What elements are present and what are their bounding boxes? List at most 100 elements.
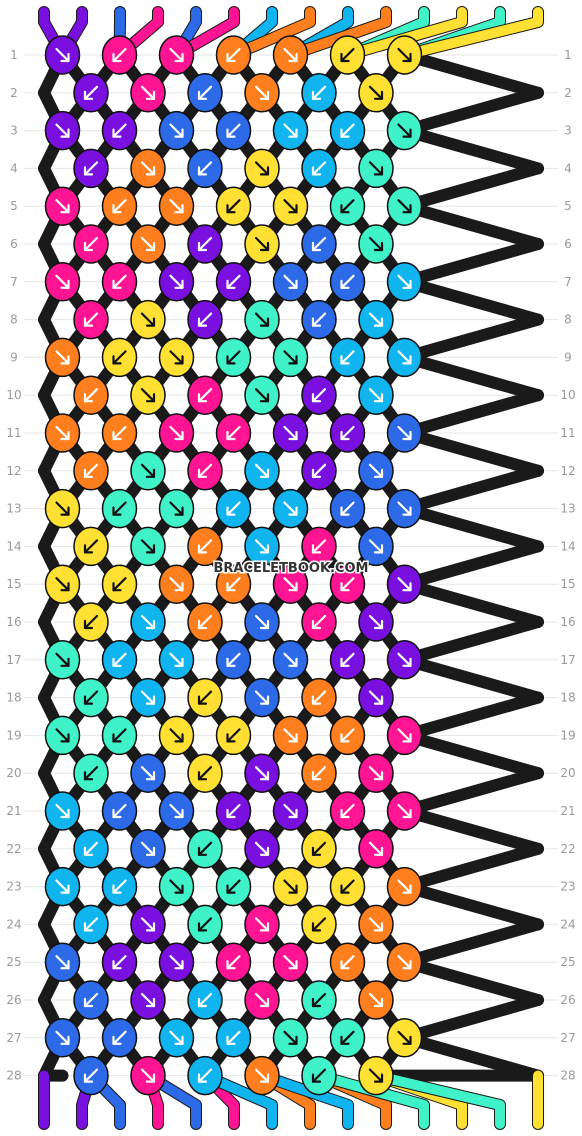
knot bbox=[187, 602, 223, 642]
arrow-head bbox=[340, 884, 350, 894]
knot bbox=[158, 262, 195, 302]
arrow-head bbox=[288, 657, 298, 667]
arrow-head bbox=[311, 695, 322, 705]
row-label-right: 10 bbox=[560, 388, 575, 402]
row-label-left: 6 bbox=[10, 237, 18, 251]
arrow-head bbox=[311, 997, 322, 1008]
arrow-down-right-icon bbox=[169, 425, 184, 441]
knot bbox=[130, 224, 166, 264]
knot bbox=[44, 262, 81, 302]
arrow-down-right-icon bbox=[368, 690, 384, 705]
arrow-head bbox=[112, 808, 122, 819]
arrow-down-right-icon bbox=[368, 388, 384, 403]
knot bbox=[158, 791, 195, 831]
knot bbox=[187, 1055, 223, 1096]
knot bbox=[386, 715, 423, 756]
arrow-down-left-icon bbox=[83, 463, 99, 478]
thread-outline bbox=[398, 880, 544, 931]
knot bbox=[329, 186, 366, 226]
arrow-down-left-icon bbox=[112, 955, 127, 970]
arrow-head bbox=[373, 619, 384, 630]
arrow-down-right-icon bbox=[254, 161, 270, 176]
arrow-head bbox=[145, 695, 156, 705]
knot bbox=[244, 526, 280, 567]
arrow-head bbox=[112, 355, 122, 365]
arrow-head bbox=[83, 619, 94, 630]
knot bbox=[244, 148, 280, 189]
knot bbox=[187, 148, 223, 189]
knot bbox=[358, 1055, 394, 1096]
arrow-head bbox=[174, 884, 184, 894]
arrow-head bbox=[340, 733, 350, 743]
arrow-head bbox=[373, 997, 384, 1008]
arrow-down-right-icon bbox=[397, 350, 412, 365]
arrow-down-left-icon bbox=[83, 841, 99, 856]
knot bbox=[215, 640, 252, 680]
arrow-down-right-icon bbox=[140, 841, 156, 856]
arrow-down-left-icon bbox=[197, 841, 213, 856]
arrow-down-left-icon bbox=[197, 539, 213, 554]
top-string bbox=[399, 7, 543, 60]
thread-outline bbox=[398, 918, 544, 969]
knot bbox=[244, 375, 280, 415]
knot bbox=[158, 186, 195, 226]
arrow-down-right-icon bbox=[254, 539, 270, 554]
thread-outline bbox=[398, 49, 544, 99]
knot bbox=[130, 677, 166, 718]
arrow-down-right-icon bbox=[55, 501, 70, 516]
thread-outline bbox=[398, 616, 544, 666]
arrow-head bbox=[174, 430, 184, 441]
arrow-down-left-icon bbox=[311, 1068, 327, 1083]
knot bbox=[301, 753, 337, 793]
knot bbox=[358, 375, 394, 415]
arrow-down-right-icon bbox=[55, 123, 70, 138]
row-label-right: 25 bbox=[560, 955, 575, 969]
knot bbox=[73, 375, 109, 415]
arrow-head bbox=[226, 52, 236, 63]
arrow-head bbox=[60, 657, 70, 667]
arrow-down-left-icon bbox=[112, 577, 127, 592]
arrow-head bbox=[373, 1073, 384, 1083]
knot bbox=[215, 942, 252, 982]
knot bbox=[73, 904, 109, 945]
arrow-down-left-icon bbox=[83, 312, 99, 327]
arrow-down-left-icon bbox=[311, 85, 327, 100]
arrow-down-right-icon bbox=[169, 123, 184, 138]
arrow-down-left-icon bbox=[197, 161, 213, 176]
arrow-down-left-icon bbox=[112, 199, 127, 214]
knot bbox=[244, 829, 280, 869]
arrow-down-right-icon bbox=[254, 766, 270, 781]
arrow-down-left-icon bbox=[226, 728, 241, 743]
knot bbox=[44, 337, 81, 378]
arrow-down-left-icon bbox=[112, 803, 127, 819]
row-label-left: 22 bbox=[6, 842, 21, 856]
arrow-down-left-icon bbox=[340, 955, 355, 970]
knot bbox=[44, 942, 81, 982]
arrow-down-right-icon bbox=[283, 501, 298, 516]
thread-outline bbox=[398, 200, 544, 250]
arrow-down-right-icon bbox=[140, 463, 156, 478]
arrow-down-right-icon bbox=[397, 123, 412, 138]
knot bbox=[215, 1018, 252, 1058]
arrow-head bbox=[311, 90, 322, 100]
knot bbox=[187, 299, 223, 340]
knot bbox=[187, 829, 223, 869]
arrow-head bbox=[402, 960, 412, 970]
knot bbox=[187, 224, 223, 264]
arrow-head bbox=[174, 960, 184, 970]
arrow-head bbox=[340, 128, 350, 138]
knot bbox=[158, 488, 195, 529]
arrow-down-left-icon bbox=[83, 917, 99, 932]
top-string bbox=[171, 7, 239, 60]
arrow-head bbox=[373, 771, 384, 781]
knot bbox=[215, 262, 252, 302]
arrow-down-right-icon bbox=[55, 955, 70, 970]
arrow-down-left-icon bbox=[226, 501, 241, 516]
knot bbox=[130, 980, 166, 1020]
arrow-head bbox=[311, 166, 322, 176]
arrow-head bbox=[288, 355, 298, 365]
arrow-down-right-icon bbox=[283, 803, 298, 819]
arrow-down-right-icon bbox=[397, 1030, 412, 1045]
arrow-down-left-icon bbox=[197, 1068, 213, 1083]
knot bbox=[358, 526, 394, 567]
